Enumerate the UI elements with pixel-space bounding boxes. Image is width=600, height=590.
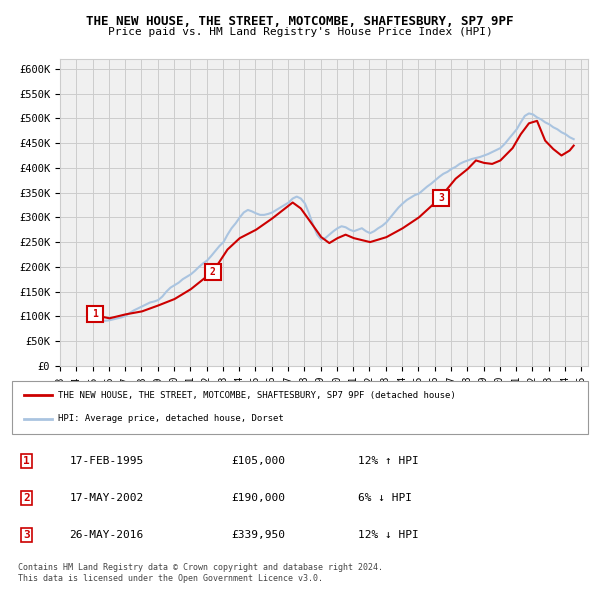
Text: £190,000: £190,000 bbox=[231, 493, 285, 503]
Text: 1: 1 bbox=[23, 456, 30, 466]
Text: HPI: Average price, detached house, Dorset: HPI: Average price, detached house, Dors… bbox=[58, 414, 284, 423]
Text: 3: 3 bbox=[438, 192, 444, 202]
Text: 6% ↓ HPI: 6% ↓ HPI bbox=[358, 493, 412, 503]
Text: 1: 1 bbox=[92, 309, 98, 319]
Text: 2: 2 bbox=[23, 493, 30, 503]
FancyBboxPatch shape bbox=[12, 381, 588, 434]
Text: 12% ↑ HPI: 12% ↑ HPI bbox=[358, 456, 418, 466]
Text: 3: 3 bbox=[23, 530, 30, 540]
Text: £105,000: £105,000 bbox=[231, 456, 285, 466]
Text: Contains HM Land Registry data © Crown copyright and database right 2024.
This d: Contains HM Land Registry data © Crown c… bbox=[18, 563, 383, 583]
Text: 26-MAY-2016: 26-MAY-2016 bbox=[70, 530, 144, 540]
Text: 17-MAY-2002: 17-MAY-2002 bbox=[70, 493, 144, 503]
Text: 17-FEB-1995: 17-FEB-1995 bbox=[70, 456, 144, 466]
Text: 12% ↓ HPI: 12% ↓ HPI bbox=[358, 530, 418, 540]
Text: THE NEW HOUSE, THE STREET, MOTCOMBE, SHAFTESBURY, SP7 9PF: THE NEW HOUSE, THE STREET, MOTCOMBE, SHA… bbox=[86, 15, 514, 28]
Text: £339,950: £339,950 bbox=[231, 530, 285, 540]
Text: 2: 2 bbox=[210, 267, 215, 277]
Text: THE NEW HOUSE, THE STREET, MOTCOMBE, SHAFTESBURY, SP7 9PF (detached house): THE NEW HOUSE, THE STREET, MOTCOMBE, SHA… bbox=[58, 391, 456, 400]
Text: Price paid vs. HM Land Registry's House Price Index (HPI): Price paid vs. HM Land Registry's House … bbox=[107, 27, 493, 37]
